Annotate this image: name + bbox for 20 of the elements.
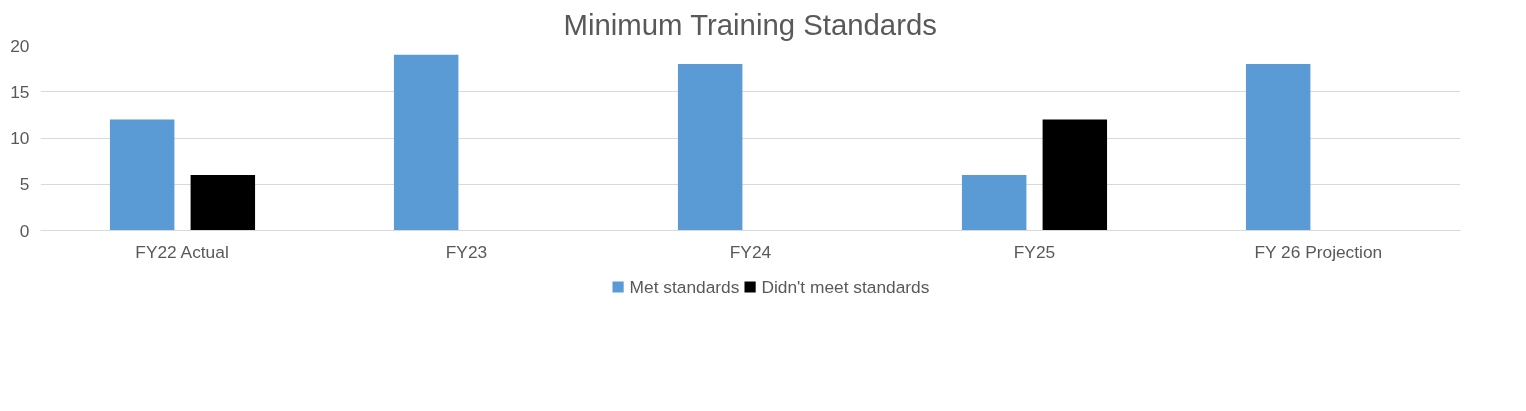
- y-tick-label: 10: [10, 128, 30, 148]
- bar: [393, 54, 459, 231]
- bar: [1042, 119, 1108, 231]
- bar: [190, 175, 256, 231]
- x-tick-label: FY23: [445, 241, 488, 262]
- bar: [677, 64, 743, 231]
- x-tick-label: FY22 Actual: [135, 241, 229, 262]
- bar: [1245, 64, 1311, 231]
- legend-label: Met standards: [629, 276, 740, 297]
- y-tick-label: 20: [10, 35, 30, 56]
- x-tick-label: FY24: [729, 241, 772, 262]
- y-tick-label: 15: [10, 81, 30, 102]
- legend-label: Didn't meet standards: [761, 276, 930, 297]
- x-tick-label: FY25: [1013, 241, 1056, 262]
- x-tick-label: FY 26 Projection: [1254, 241, 1383, 262]
- bar: [109, 119, 175, 231]
- y-tick-label: 5: [19, 174, 30, 195]
- y-tick-label: 0: [19, 220, 30, 241]
- chart-title: Minimum Training Standards: [563, 7, 937, 41]
- bar: [961, 175, 1027, 231]
